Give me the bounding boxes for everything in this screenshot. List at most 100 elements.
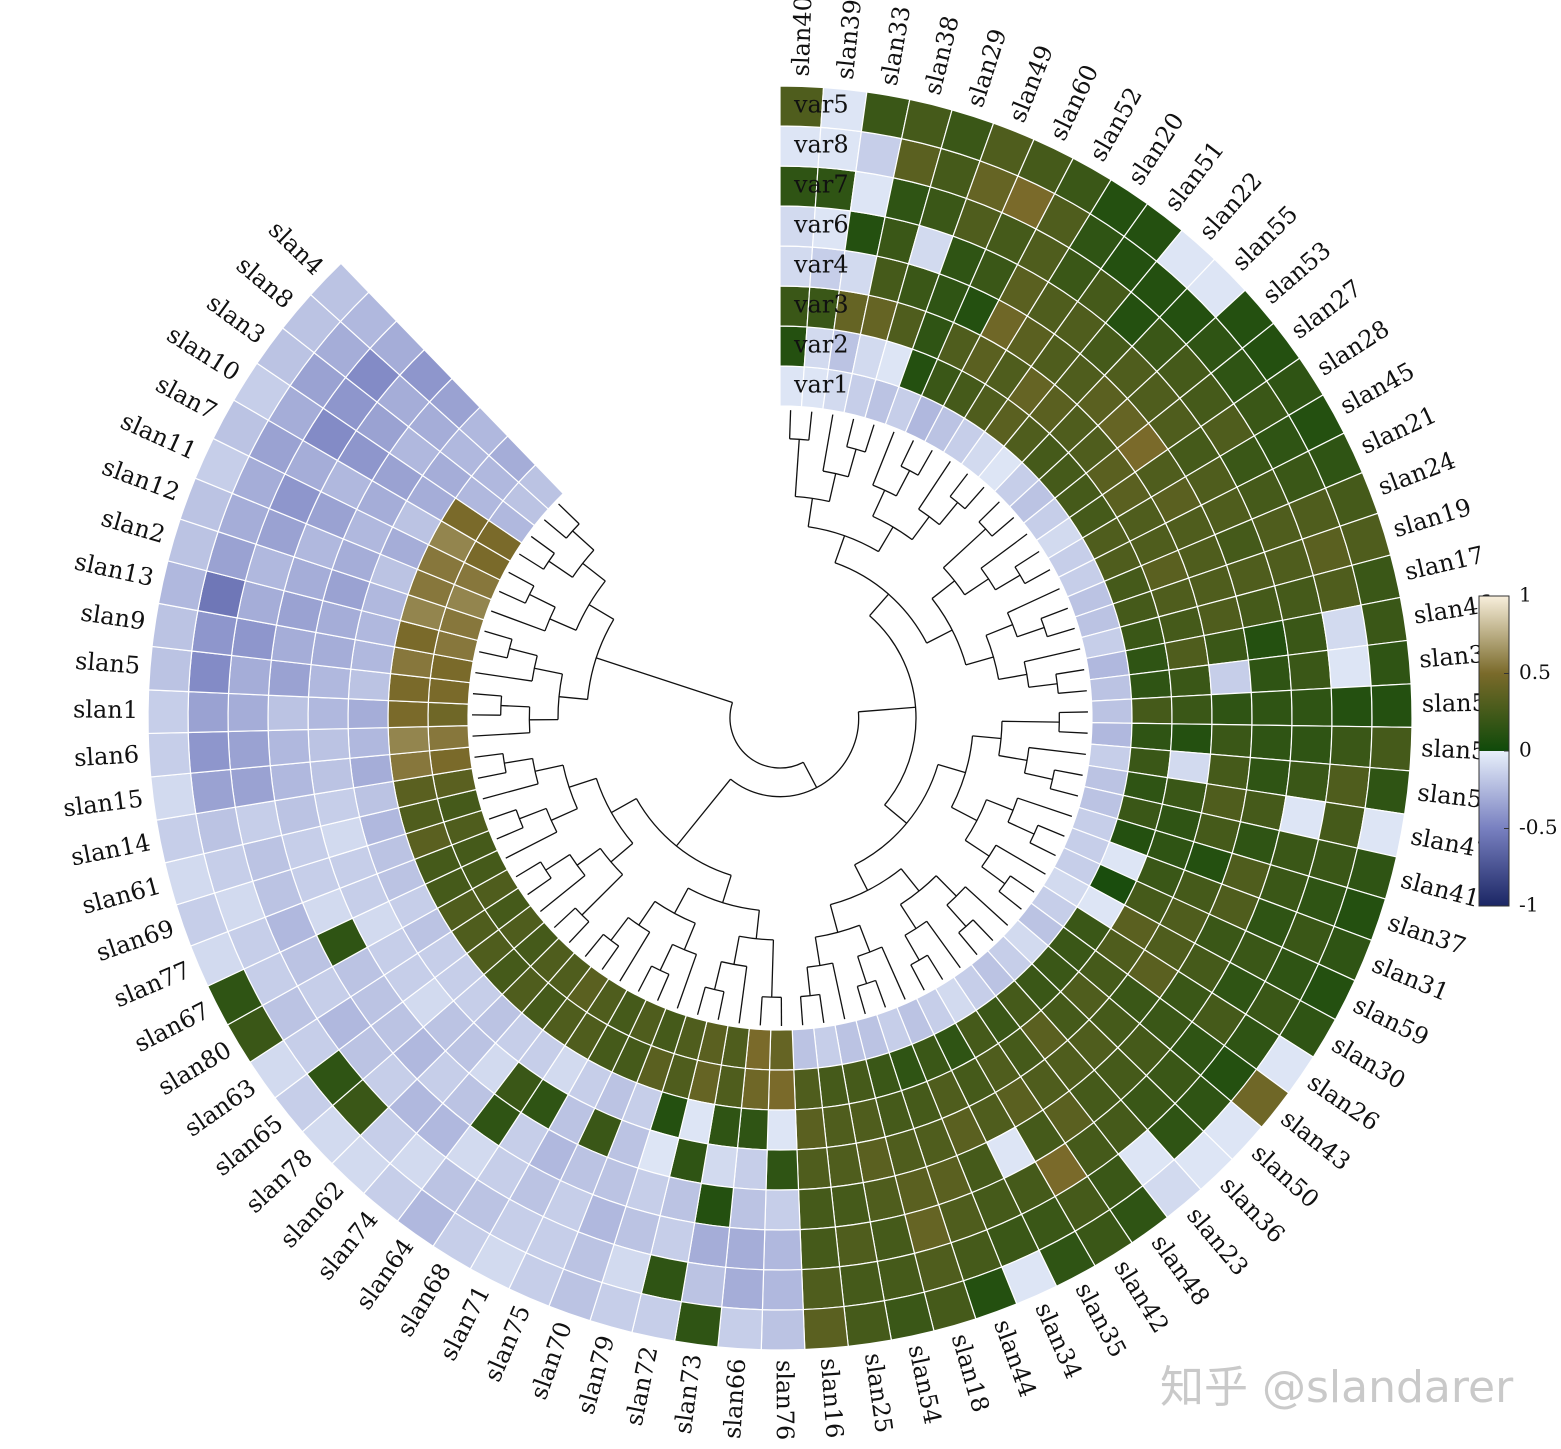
dendrogram-arc [904, 920, 928, 936]
dendrogram-branch [846, 418, 855, 447]
dendrogram-branch [1029, 842, 1056, 857]
dendrogram-branch [949, 473, 969, 497]
dendrogram-branch [527, 877, 552, 896]
dendrogram-branch [722, 875, 732, 903]
dendrogram-branch [794, 439, 800, 497]
cell-slan1-var3 [347, 698, 390, 730]
cell-slan25-var5 [843, 1300, 893, 1347]
cell-slan16-var5 [802, 1305, 849, 1351]
dendrogram-branch [802, 761, 818, 788]
cell-slan15-var5 [150, 772, 197, 821]
dendrogram-branch [964, 839, 990, 857]
dendrogram-arc [1055, 674, 1059, 694]
dendrogram-arc [846, 446, 866, 453]
sample-label-slan15: slan15 [62, 784, 145, 822]
dendrogram-branch [488, 809, 517, 820]
cell-slan16-var7 [799, 1226, 841, 1271]
dendrogram-branch [926, 629, 953, 644]
dendrogram-branch [872, 431, 895, 486]
cell-slan4-var5 [309, 262, 370, 323]
dendrogram-branch [675, 778, 732, 847]
dendrogram-branch [995, 574, 1021, 591]
cell-slan6-var4 [307, 727, 351, 763]
variable-label-var7: var7 [793, 171, 849, 199]
dendrogram-branch [814, 937, 821, 966]
dendrogram-branch [509, 647, 538, 657]
cell-slan57-var4 [1209, 723, 1253, 759]
variable-label-var5: var5 [793, 91, 849, 119]
dendrogram-arc [900, 465, 919, 476]
dendrogram-branch [1055, 669, 1085, 675]
dendrogram-branch [505, 831, 558, 859]
dendrogram-branch [1007, 588, 1060, 614]
sample-label-slan11: slan11 [116, 407, 201, 466]
dendrogram-branch [759, 996, 763, 1026]
cell-slan76-var7 [763, 1228, 803, 1271]
cell-slan6-var2 [387, 725, 431, 756]
dendrogram-arc [1023, 661, 1030, 688]
dendrogram-branch [1028, 746, 1086, 755]
dendrogram-branch [834, 535, 846, 563]
dendrogram-branch [553, 907, 576, 929]
dendrogram-branch [596, 657, 733, 704]
sample-label-slan66: slan66 [718, 1358, 751, 1440]
sample-label-slan54: slan54 [903, 1342, 947, 1426]
dendrogram-branch [498, 590, 526, 604]
dendrogram-branch [1024, 569, 1051, 585]
colorbar-tick-label: -1 [1519, 893, 1538, 917]
dendrogram-branch [806, 967, 811, 996]
dendrogram-branch [964, 578, 989, 596]
dendrogram-branch [496, 827, 524, 840]
dendrogram-branch [858, 925, 871, 953]
cell-slan46-var5 [1360, 596, 1408, 647]
cell-slan1-var6 [267, 694, 310, 732]
dendrogram-branch [539, 874, 586, 913]
dendrogram-arc [942, 567, 966, 596]
cell-slan66-var6 [728, 1187, 767, 1231]
dendrogram-branch [981, 866, 1006, 885]
dendrogram-arc [1014, 566, 1026, 584]
dendrogram-arc [627, 917, 651, 933]
dendrogram-branch [998, 890, 1022, 910]
dendrogram-arc [834, 562, 928, 644]
sample-label-slan7: slan7 [151, 370, 222, 425]
cell-slan76-var1 [768, 1029, 795, 1071]
sample-label-slan13: slan13 [72, 547, 156, 592]
cell-slan32-var7 [1287, 649, 1332, 691]
dendrogram-branch [482, 783, 539, 800]
dendrogram-arc [946, 886, 966, 906]
cell-slan66-var5 [717, 1306, 764, 1351]
cell-slan54-var5 [883, 1291, 935, 1341]
dendrogram-arc [502, 753, 507, 773]
cell-slan58-var6 [1250, 689, 1293, 727]
dendrogram-branch [1040, 607, 1069, 620]
sample-label-slan44: slan44 [988, 1316, 1042, 1401]
dendrogram-branch [965, 656, 994, 666]
variable-label-var1: var1 [793, 371, 849, 399]
sample-label-slan9: slan9 [79, 598, 147, 635]
dendrogram-branch [1024, 772, 1053, 781]
cell-slan32-var4 [1208, 659, 1252, 696]
cell-slan57-var3 [1169, 723, 1213, 755]
sample-label-slan76: slan76 [771, 1360, 799, 1440]
dendrogram-branch [490, 610, 546, 632]
cell-slan25-var6 [830, 1181, 871, 1228]
dendrogram-arc [721, 961, 747, 968]
sample-label-slan14: slan14 [69, 828, 153, 871]
cell-slan15-var6 [269, 761, 315, 802]
cell-slan16-var6 [797, 1186, 836, 1231]
dendrogram-arc [958, 919, 974, 934]
cell-slan9-var5 [151, 602, 199, 652]
cell-slan25-var8 [838, 1260, 886, 1308]
cell-slan57-var8 [1329, 725, 1373, 769]
dendrogram-branch [534, 667, 563, 675]
cell-slan1-var7 [227, 692, 270, 733]
sample-label-slan31: slan31 [1368, 950, 1453, 1007]
cell-slan58-var3 [1170, 694, 1213, 726]
dendrogram-branch [900, 868, 920, 892]
cell-slan15-var4 [309, 757, 355, 795]
dendrogram-branch [829, 904, 839, 933]
dendrogram-branch [696, 986, 706, 1015]
cell-slan15-var3 [349, 753, 394, 789]
dendrogram-branch [637, 965, 653, 992]
